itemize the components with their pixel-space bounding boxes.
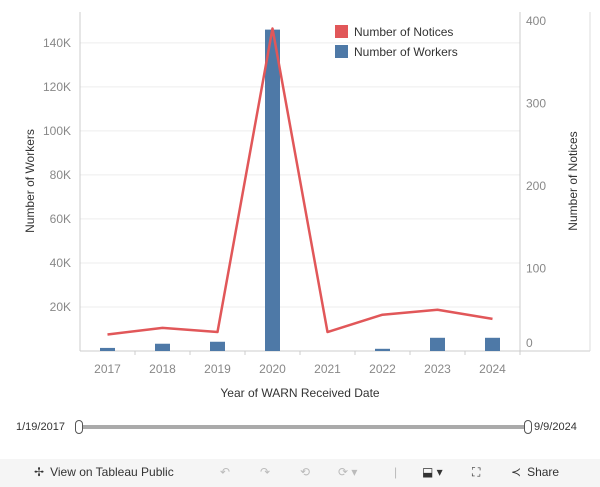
fullscreen-button[interactable]: ⛶ [472,465,480,480]
x-tick-label: 2019 [204,362,231,376]
share-label: Share [527,465,560,479]
redo-button[interactable]: ↷ [260,465,270,479]
bar-2018 [155,343,170,351]
tableau-logo-icon: ✢ [34,465,45,479]
left-tick-label: 80K [50,168,71,182]
left-tick-label: 140K [43,36,71,50]
right-axis-title: Number of Notices [566,131,580,230]
redo-icon: ↷ [260,465,271,479]
bar-2017 [100,347,115,351]
notices-line [107,27,493,336]
filter-end-label: 9/9/2024 [534,421,577,433]
right-tick-label: 200 [526,179,546,193]
slider-track[interactable] [80,425,528,429]
legend-swatch [335,45,348,58]
fullscreen-icon: ⛶ [472,465,481,479]
right-tick-label: 100 [526,262,546,276]
left-tick-label: 40K [50,256,71,270]
x-tick-label: 2020 [259,362,286,376]
view-on-tableau-button[interactable]: ✢ View on Tableau Public [34,465,174,479]
left-tick-label: 120K [43,80,71,94]
x-tick-label: 2017 [94,362,121,376]
left-tick-label: 20K [50,300,71,314]
x-tick-label: 2018 [149,362,176,376]
revert-button[interactable]: ⟲ [300,465,310,479]
right-tick-label: 400 [526,14,546,28]
x-tick-label: 2023 [424,362,451,376]
view-label: View on Tableau Public [50,465,174,479]
refresh-button[interactable]: ⟳ ▾ [338,465,357,479]
toolbar: ✢ View on Tableau Public ↶ ↷ ⟲ ⟳ ▾ | ⬓ ▾ … [0,459,600,487]
right-tick-label: 300 [526,97,546,111]
left-tick-label: 60K [50,212,71,226]
bar-2020 [265,29,280,352]
undo-icon: ↶ [220,465,231,479]
x-tick-label: 2022 [369,362,396,376]
legend-swatch [335,25,348,38]
revert-icon: ⟲ [300,465,311,479]
bar-2019 [210,341,225,351]
slider-start-handle[interactable] [75,420,83,434]
legend-label: Number of Workers [354,45,458,59]
date-range-filter[interactable]: 1/19/2017 9/9/2024 [0,415,600,439]
chart: 20K 40K 60K 80K 100K 120K 140K 0 100 200 300 400 201… [23,12,591,400]
slider-end-handle[interactable] [524,420,532,434]
x-tick-label: 2021 [314,362,341,376]
share-icon: ≺ [511,465,522,479]
right-tick-label: 0 [526,336,533,350]
bar-2023 [430,337,445,351]
share-button[interactable]: ≺ Share [511,465,559,479]
divider: | [394,465,398,479]
download-icon: ⬓ ▾ [422,465,443,479]
x-axis-title: Year of WARN Received Date [220,386,380,400]
legend-label: Number of Notices [354,25,453,39]
left-tick-label: 100K [43,124,71,138]
refresh-icon: ⟳ ▾ [338,465,358,479]
bar-2022 [375,348,390,351]
bar-2024 [485,337,500,351]
x-tick-label: 2024 [479,362,506,376]
filter-start-label: 1/19/2017 [16,421,65,433]
undo-button[interactable]: ↶ [220,465,230,479]
download-button[interactable]: ⬓ ▾ [422,465,443,479]
left-axis-title: Number of Workers [23,129,37,233]
